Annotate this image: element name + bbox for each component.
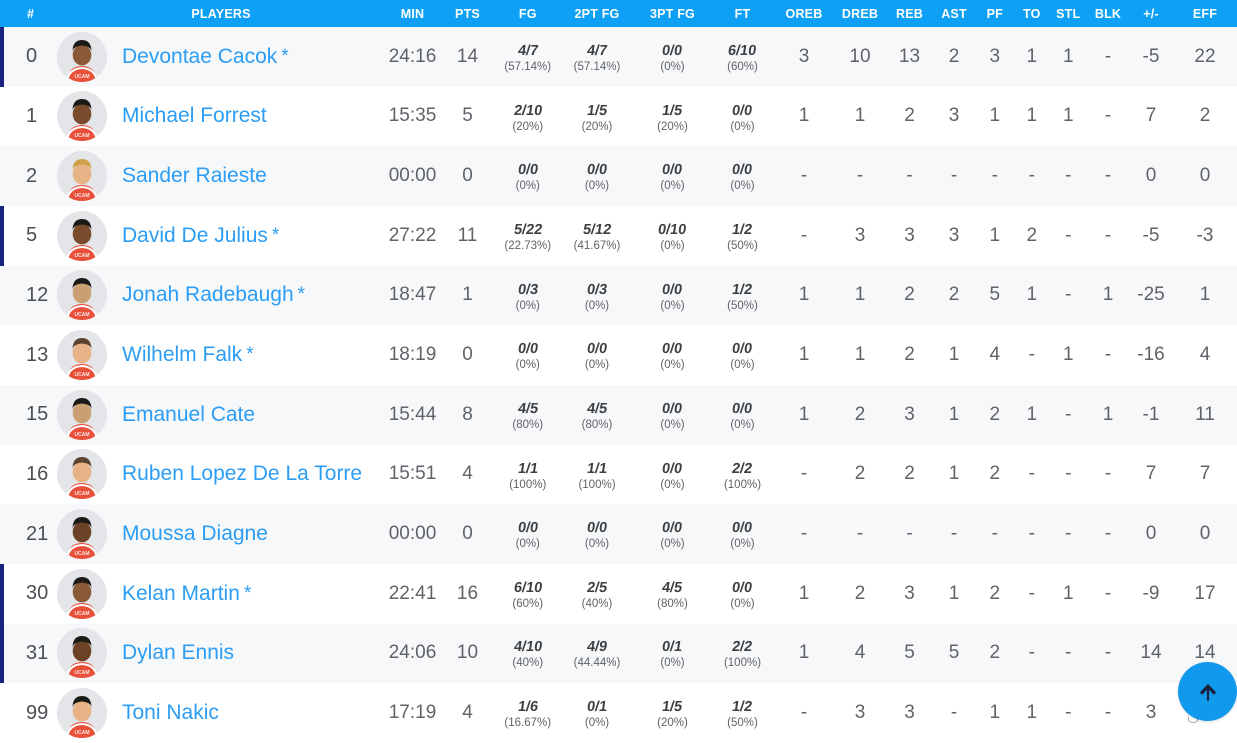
svg-text:UCAM: UCAM (75, 372, 90, 378)
svg-text:UCAM: UCAM (75, 670, 90, 676)
svg-text:UCAM: UCAM (75, 432, 90, 438)
svg-text:UCAM: UCAM (75, 74, 90, 80)
svg-text:UCAM: UCAM (75, 133, 90, 139)
svg-text:UCAM: UCAM (75, 730, 90, 736)
svg-text:UCAM: UCAM (75, 253, 90, 259)
svg-text:UCAM: UCAM (75, 193, 90, 199)
svg-text:UCAM: UCAM (75, 312, 90, 318)
svg-text:UCAM: UCAM (75, 611, 90, 617)
svg-text:UCAM: UCAM (75, 551, 90, 557)
svg-text:UCAM: UCAM (75, 491, 90, 497)
